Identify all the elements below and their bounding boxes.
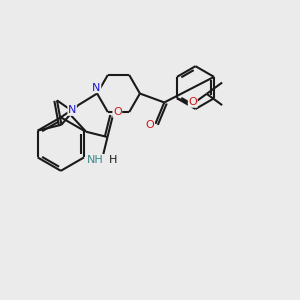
Text: O: O — [113, 107, 122, 117]
Text: N: N — [68, 105, 76, 115]
Text: NH: NH — [87, 155, 104, 165]
Text: O: O — [188, 97, 197, 107]
Text: H: H — [109, 155, 118, 165]
Text: N: N — [92, 82, 101, 93]
Text: O: O — [146, 120, 154, 130]
